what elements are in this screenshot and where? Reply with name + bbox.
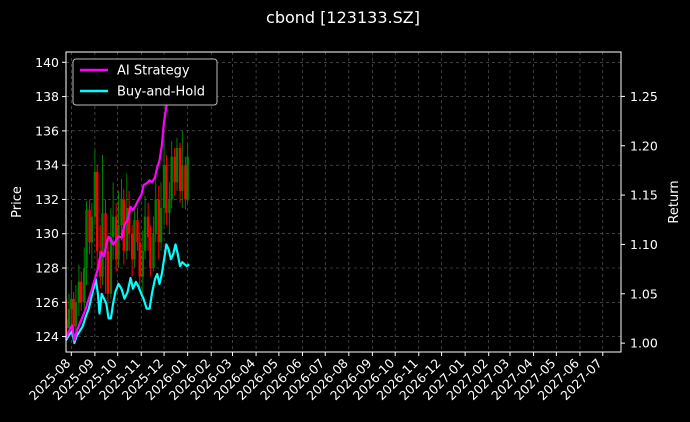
candle-body bbox=[146, 216, 150, 238]
legend: AI Strategy Buy-and-Hold bbox=[72, 58, 218, 106]
candle-body bbox=[104, 213, 107, 251]
right-y-tick-label: 1.25 bbox=[630, 89, 658, 104]
candle-body bbox=[143, 216, 147, 251]
candle-body bbox=[178, 148, 182, 191]
right-y-axis: 1.00 1.05 1.10 1.15 1.20 1.25 bbox=[621, 89, 658, 351]
candle-body bbox=[70, 298, 73, 310]
candle-body bbox=[101, 213, 104, 277]
candle-body bbox=[125, 208, 129, 251]
candle-body bbox=[117, 225, 120, 260]
legend-box bbox=[72, 58, 218, 106]
candle-body bbox=[186, 156, 189, 200]
candle-body bbox=[95, 172, 99, 251]
candle-body bbox=[130, 233, 134, 260]
candle-body bbox=[170, 156, 173, 200]
candle-body bbox=[111, 216, 115, 238]
plot-frame bbox=[65, 51, 622, 353]
candle-body bbox=[175, 148, 179, 183]
legend-label-ai-strategy: AI Strategy bbox=[117, 64, 190, 79]
candle-body bbox=[159, 208, 163, 243]
candle-body bbox=[152, 233, 155, 268]
candle-body bbox=[85, 209, 88, 268]
candle-body bbox=[106, 250, 110, 294]
candle-body bbox=[165, 165, 168, 214]
candle-body bbox=[127, 208, 131, 234]
left-y-tick-label: 126 bbox=[35, 295, 59, 310]
candle-body bbox=[93, 172, 97, 217]
candle-body bbox=[184, 165, 187, 200]
candle-body bbox=[136, 220, 139, 243]
left-y-tick-label: 130 bbox=[35, 226, 59, 241]
series-line-buy-and-hold bbox=[65, 243, 190, 345]
candle-body bbox=[77, 281, 81, 303]
candle-body bbox=[168, 199, 171, 214]
series-line-ai-strategy bbox=[64, 71, 176, 342]
left-y-tick-label: 132 bbox=[35, 192, 59, 207]
candles bbox=[65, 130, 189, 340]
candle-body bbox=[138, 242, 141, 277]
right-y-tick-label: 1.05 bbox=[630, 286, 658, 301]
candle-body bbox=[133, 220, 136, 260]
left-y-tick-label: 138 bbox=[35, 89, 59, 104]
candle-body bbox=[74, 302, 78, 327]
left-axis-label: Price bbox=[10, 186, 25, 218]
candle-body bbox=[154, 199, 157, 234]
candle-body bbox=[72, 298, 75, 327]
right-y-tick-label: 1.20 bbox=[630, 138, 658, 153]
right-y-tick-label: 1.00 bbox=[630, 336, 658, 351]
chart-title: cbond [123133.SZ] bbox=[266, 8, 420, 27]
candle-body bbox=[157, 199, 160, 243]
legend-label-buy-and-hold: Buy-and-Hold bbox=[117, 85, 205, 100]
candle-body bbox=[120, 199, 123, 226]
candle-body bbox=[114, 216, 118, 260]
right-y-tick-label: 1.15 bbox=[630, 188, 658, 203]
right-y-tick-label: 1.10 bbox=[630, 237, 658, 252]
candle-body bbox=[162, 165, 166, 208]
candle-body bbox=[173, 156, 176, 183]
candle-body bbox=[90, 216, 94, 243]
left-y-tick-label: 134 bbox=[35, 158, 59, 173]
candle-body bbox=[88, 209, 91, 243]
candle-body bbox=[99, 250, 102, 277]
left-y-tick-label: 124 bbox=[35, 329, 59, 344]
candle-body bbox=[65, 319, 68, 328]
right-axis-label: Return bbox=[667, 180, 682, 223]
left-y-tick-label: 136 bbox=[35, 123, 59, 138]
candle-body bbox=[67, 309, 71, 328]
candle-body bbox=[181, 165, 184, 191]
left-y-tick-label: 140 bbox=[35, 55, 59, 70]
candle-body bbox=[149, 237, 152, 268]
series-lines bbox=[64, 71, 190, 345]
candle-body bbox=[109, 237, 113, 294]
candle-body bbox=[141, 250, 144, 277]
candle-body bbox=[83, 268, 86, 303]
left-y-tick-label: 128 bbox=[35, 261, 59, 276]
left-y-axis: 124 126 128 130 132 134 136 138 140 bbox=[35, 55, 66, 344]
candle-body bbox=[80, 281, 83, 303]
